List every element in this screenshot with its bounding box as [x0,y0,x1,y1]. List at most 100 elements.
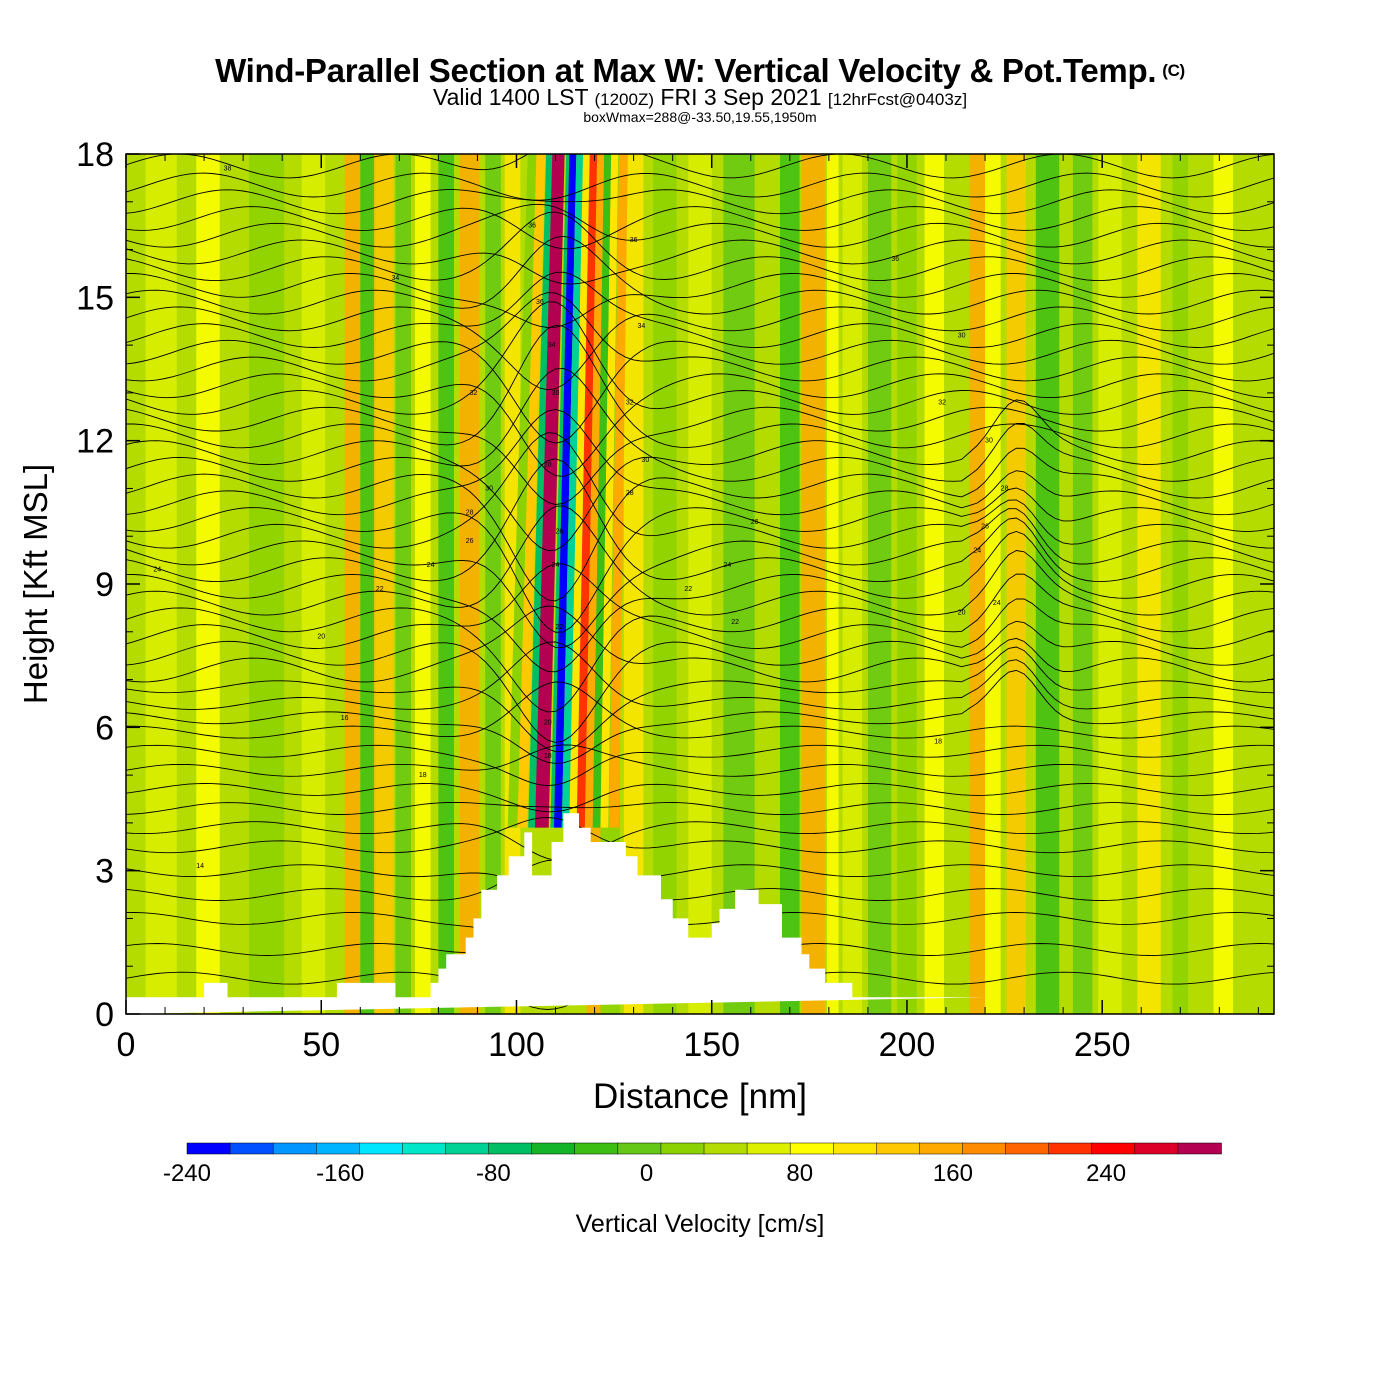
theta-contour-label: 22 [556,624,564,631]
y-axis-label: Height [Kft MSL] [17,464,54,704]
theta-contour-label: 32 [470,390,478,397]
theta-contour-label: 38 [224,165,232,172]
velocity-band [1137,154,1161,1014]
theta-contour-line [126,801,1274,815]
velocity-band [344,154,361,1014]
velocity-band [826,154,839,1014]
velocity-band [985,154,1001,1014]
theta-contour-label: 34 [638,323,646,330]
theta-contour-label: 18 [544,753,552,760]
theta-contour-label: 36 [630,237,638,244]
theta-contour-line [126,406,1274,505]
forecast-info: [12hrFcst@0403z] [827,90,968,109]
terrain-profile [126,813,985,1014]
colorbar-tick-label: 160 [933,1160,973,1187]
theta-contour-label: 30 [485,485,493,492]
theta-contour-label: 26 [466,538,474,545]
colorbar-swatch [617,1142,662,1155]
theta-contour-line [126,447,1274,602]
velocity-band [1035,154,1060,1014]
theta-contour-line [126,211,1274,282]
y-tick-label: 15 [76,279,114,317]
updraft-core-band [535,154,562,828]
updraft-core-band [609,154,628,828]
y-tick-label: 0 [95,996,114,1034]
colorbar-swatch [789,1142,835,1155]
theta-contour-line [126,681,1274,739]
theta-contour-line [126,367,1274,482]
theta-contour-label: 30 [641,457,649,464]
theta-contour-label: 36 [891,256,899,263]
colorbar-swatch [660,1142,705,1155]
theta-contour-line [126,154,1274,179]
theta-contour-label: 14 [196,863,204,870]
theta-contour-label: 22 [731,619,739,626]
theta-contour-label: 22 [376,586,384,593]
colorbar-tick-label: -80 [476,1160,511,1187]
velocity-band [360,154,376,1014]
velocity-band [723,154,755,1014]
theta-contour-line [126,744,1274,787]
terrain-fill [126,813,985,1014]
colorbar-swatch [316,1142,361,1155]
updraft-core-band [528,154,554,828]
theta-contour-label: 30 [985,438,993,445]
theta-contour-line [126,458,1274,583]
velocity-band [414,154,431,1014]
theta-contour-line [126,912,1274,943]
theta-contour-label: 32 [938,399,946,406]
theta-contour-label: 30 [958,333,966,340]
theta-contour-label: 28 [1001,485,1009,492]
theta-contour-line [126,399,1274,552]
colorbar-swatch [1177,1142,1222,1155]
updraft-core-band [561,154,584,828]
velocity-band [395,154,412,1014]
theta-contour-line [126,373,1274,477]
theta-contour-line [126,821,1274,862]
velocity-band [842,154,863,1014]
theta-contour-line [126,573,1274,713]
updraft-core-band [584,154,605,828]
velocity-band [1172,154,1189,1014]
velocity-band [1072,154,1093,1014]
theta-contour-line [126,605,1274,683]
copyright-mark: (C) [1162,61,1185,80]
colorbar-swatch [919,1142,964,1155]
theta-contour-line [126,306,1274,391]
theta-contour-label: 36 [528,223,536,230]
valid-time: Valid 1400 LST [432,84,589,110]
colorbar-swatch [1048,1142,1093,1155]
colorbar: -240 -160 -80 0 80 160 240 [163,1142,1222,1187]
colorbar-swatch [531,1142,576,1155]
theta-contour-line [126,859,1274,901]
chart-title: Wind-Parallel Section at Max W: Vertical… [0,52,1400,90]
velocity-band [196,154,220,1014]
colorbar-swatch [1091,1142,1136,1155]
y-tick-label: 6 [95,709,114,747]
colorbar-swatch [186,1142,231,1155]
theta-contour-line [126,646,1274,753]
velocity-band [1213,154,1233,1014]
updraft-core-band [576,154,598,828]
colorbar-swatch [574,1142,619,1155]
theta-contour-label: 16 [341,715,349,722]
theta-contour-line [126,273,1274,328]
theta-contour-label: 24 [552,562,560,569]
x-tick-label: 50 [302,1026,340,1064]
theta-contour-label: 18 [934,739,942,746]
velocity-band [897,154,917,1014]
velocity-band [301,154,326,1014]
colorbar-label: Vertical Velocity [cm/s] [576,1210,825,1238]
updraft-core-band [550,154,570,828]
colorbar-swatch [703,1142,748,1155]
theta-contour-label: 24 [427,562,435,569]
theta-contour-label: 28 [466,509,474,516]
velocity-band [249,154,285,1014]
colorbar-swatch [402,1142,447,1155]
theta-contour-label: 26 [981,524,989,531]
colorbar-swatch [488,1142,533,1155]
stats-line: boxWmax=288@-33.50,19.55,1950m [583,109,817,125]
theta-contour-label: 28 [626,490,634,497]
theta-contour-line [126,172,1274,201]
theta-contour-line [126,563,1274,649]
